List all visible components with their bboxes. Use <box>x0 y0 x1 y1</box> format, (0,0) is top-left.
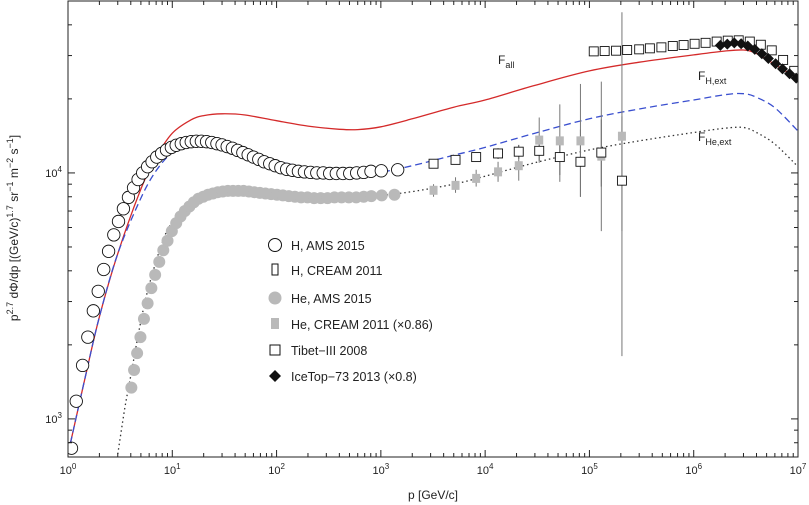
marker-h-ams <box>375 165 387 177</box>
marker-he-cream <box>494 167 502 176</box>
marker-tibet <box>701 38 710 47</box>
marker-he-ams <box>376 189 388 201</box>
marker-he-ams <box>388 189 400 201</box>
marker-he-ams <box>134 331 146 343</box>
marker-tibet <box>690 39 699 48</box>
legend-marker-filled-rect <box>271 318 279 329</box>
marker-h-ams <box>92 285 104 297</box>
x-tick-label: 101 <box>164 462 181 477</box>
legend-label-h-ams: H, AMS 2015 <box>291 239 365 253</box>
marker-h-cream <box>514 147 523 156</box>
marker-tibet <box>645 44 654 53</box>
marker-he-ams <box>145 282 157 294</box>
marker-he-cream <box>452 181 460 190</box>
marker-h-ams <box>82 331 94 343</box>
marker-tibet <box>679 41 688 50</box>
chart: 100 101 102 103 104 105 106 107 103 104 p [GeV/c]… <box>0 0 809 505</box>
marker-he-cream <box>515 161 523 170</box>
marker-tibet <box>589 47 598 56</box>
marker-h-ams <box>102 245 114 257</box>
legend-label-tibet: Tibet−III 2008 <box>291 344 367 358</box>
marker-tibet <box>612 46 621 55</box>
plot-background <box>68 1 798 457</box>
marker-he-ams <box>128 364 140 376</box>
marker-h-ams <box>98 263 110 275</box>
legend-marker-filled-circle <box>269 292 282 305</box>
marker-h-cream <box>451 155 460 164</box>
y-tick-label: 103 <box>45 411 62 426</box>
legend-label-icetop: IceTop−73 2013 (×0.8) <box>291 370 417 384</box>
x-tick-label: 106 <box>685 462 702 477</box>
legend-item-he-cream: He, CREAM 2011 (×0.86) <box>271 318 433 332</box>
legend-marker-open-rect <box>272 264 278 275</box>
marker-he-cream <box>556 136 564 145</box>
x-tick-label: 105 <box>581 462 598 477</box>
x-axis-title: p [GeV/c] <box>408 488 458 502</box>
marker-he-ams <box>131 347 143 359</box>
marker-tibet <box>600 47 609 56</box>
legend-item-icetop: IceTop−73 2013 (×0.8) <box>269 370 417 384</box>
marker-h-ams <box>108 229 120 241</box>
legend-label-h-cream: H, CREAM 2011 <box>291 264 383 278</box>
marker-he-ams <box>365 190 377 202</box>
marker-h-ams <box>117 203 129 215</box>
marker-h-cream <box>617 176 626 185</box>
x-tick-label: 103 <box>373 462 390 477</box>
x-tick-label: 102 <box>268 462 285 477</box>
marker-h-cream <box>472 153 481 162</box>
marker-he-ams <box>125 382 137 394</box>
marker-he-cream <box>472 174 480 183</box>
marker-h-ams <box>65 442 77 454</box>
marker-h-ams <box>76 359 88 371</box>
marker-tibet <box>657 43 666 52</box>
y-tick-label: 104 <box>45 165 62 180</box>
x-tick-label: 104 <box>477 462 494 477</box>
marker-h-cream <box>597 148 606 157</box>
marker-tibet <box>623 46 632 55</box>
marker-tibet <box>668 42 677 51</box>
marker-h-cream <box>576 157 585 166</box>
marker-he-cream <box>535 136 543 145</box>
marker-h-ams <box>70 395 82 407</box>
marker-he-cream <box>576 136 584 145</box>
marker-he-ams <box>142 297 154 309</box>
legend-label-he-cream: He, CREAM 2011 (×0.86) <box>291 318 433 332</box>
y-axis-title: p2.7 dΦ/dp [(GeV/c)1.7 sr−1 m−2 s−1] <box>5 135 21 321</box>
marker-he-ams <box>138 313 150 325</box>
legend-label-he-ams: He, AMS 2015 <box>291 292 372 306</box>
marker-h-cream <box>535 146 544 155</box>
marker-h-cream <box>494 149 503 158</box>
legend-marker-open-square <box>270 345 280 355</box>
marker-h-cream <box>429 159 438 168</box>
marker-he-ams <box>149 269 161 281</box>
x-tick-label: 100 <box>60 462 77 477</box>
marker-h-ams <box>112 215 124 227</box>
marker-he-cream <box>430 186 438 195</box>
marker-h-ams <box>391 164 403 176</box>
marker-he-ams <box>153 256 165 268</box>
x-tick-label: 107 <box>790 462 807 477</box>
marker-tibet <box>635 45 644 54</box>
legend-marker-open-circle <box>269 239 282 252</box>
marker-h-cream <box>555 153 564 162</box>
marker-he-cream <box>618 132 626 141</box>
marker-h-ams <box>87 305 99 317</box>
